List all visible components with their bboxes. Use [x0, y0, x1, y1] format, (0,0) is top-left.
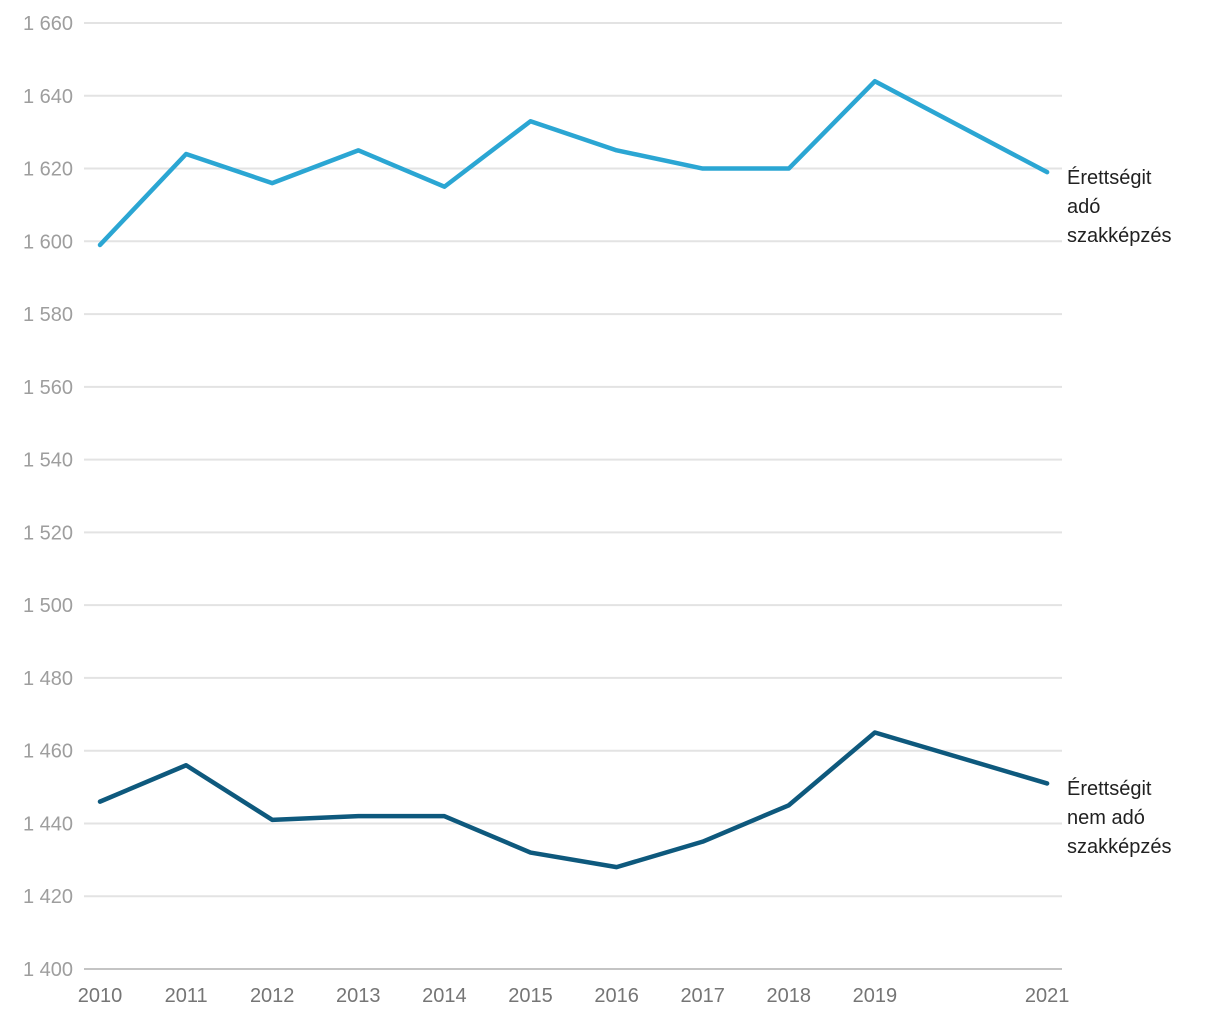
y-tick-label: 1 420 [23, 886, 73, 908]
x-tick-label: 2011 [165, 985, 208, 1007]
y-tick-label: 1 640 [23, 86, 73, 108]
x-tick-label: 2017 [680, 985, 725, 1007]
series-label-line: Érettségit [1067, 167, 1152, 190]
x-tick-label: 2021 [1025, 985, 1070, 1007]
y-tick-label: 1 460 [23, 741, 73, 763]
x-tick-label: 2010 [78, 985, 123, 1007]
series-label-erettsegit-nem-ado: Érettségit nem adó szakképzés [1067, 775, 1172, 862]
series-label-line: Érettségit [1067, 778, 1152, 801]
x-tick-label: 2016 [594, 985, 639, 1007]
series-line-1 [97, 730, 1050, 870]
x-tick-label: 2019 [853, 985, 898, 1007]
y-tick-label: 1 620 [23, 159, 73, 181]
y-tick-label: 1 560 [23, 377, 73, 399]
y-tick-label: 1 480 [23, 668, 73, 690]
x-tick-label: 2018 [767, 985, 812, 1007]
x-tick-label: 2015 [508, 985, 553, 1007]
series-label-line: szakképzés [1067, 225, 1172, 248]
y-tick-label: 1 440 [23, 813, 73, 835]
y-tick-label: 1 540 [23, 450, 73, 472]
y-tick-label: 1 520 [23, 522, 73, 544]
y-tick-label: 1 400 [23, 959, 73, 981]
x-tick-label: 2012 [250, 985, 295, 1007]
series-label-line: szakképzés [1067, 836, 1172, 859]
series-label-line: nem adó [1067, 807, 1145, 830]
x-tick-label: 2013 [336, 985, 381, 1007]
y-tick-label: 1 500 [23, 595, 73, 617]
y-tick-label: 1 660 [23, 13, 73, 35]
series-line-0 [97, 78, 1050, 248]
series-label-erettsegit-ado: Érettségit adó szakképzés [1067, 164, 1172, 251]
y-tick-label: 1 600 [23, 231, 73, 253]
y-tick-label: 1 580 [23, 304, 73, 326]
x-tick-label: 2014 [422, 985, 467, 1007]
series-label-line: adó [1067, 196, 1101, 219]
